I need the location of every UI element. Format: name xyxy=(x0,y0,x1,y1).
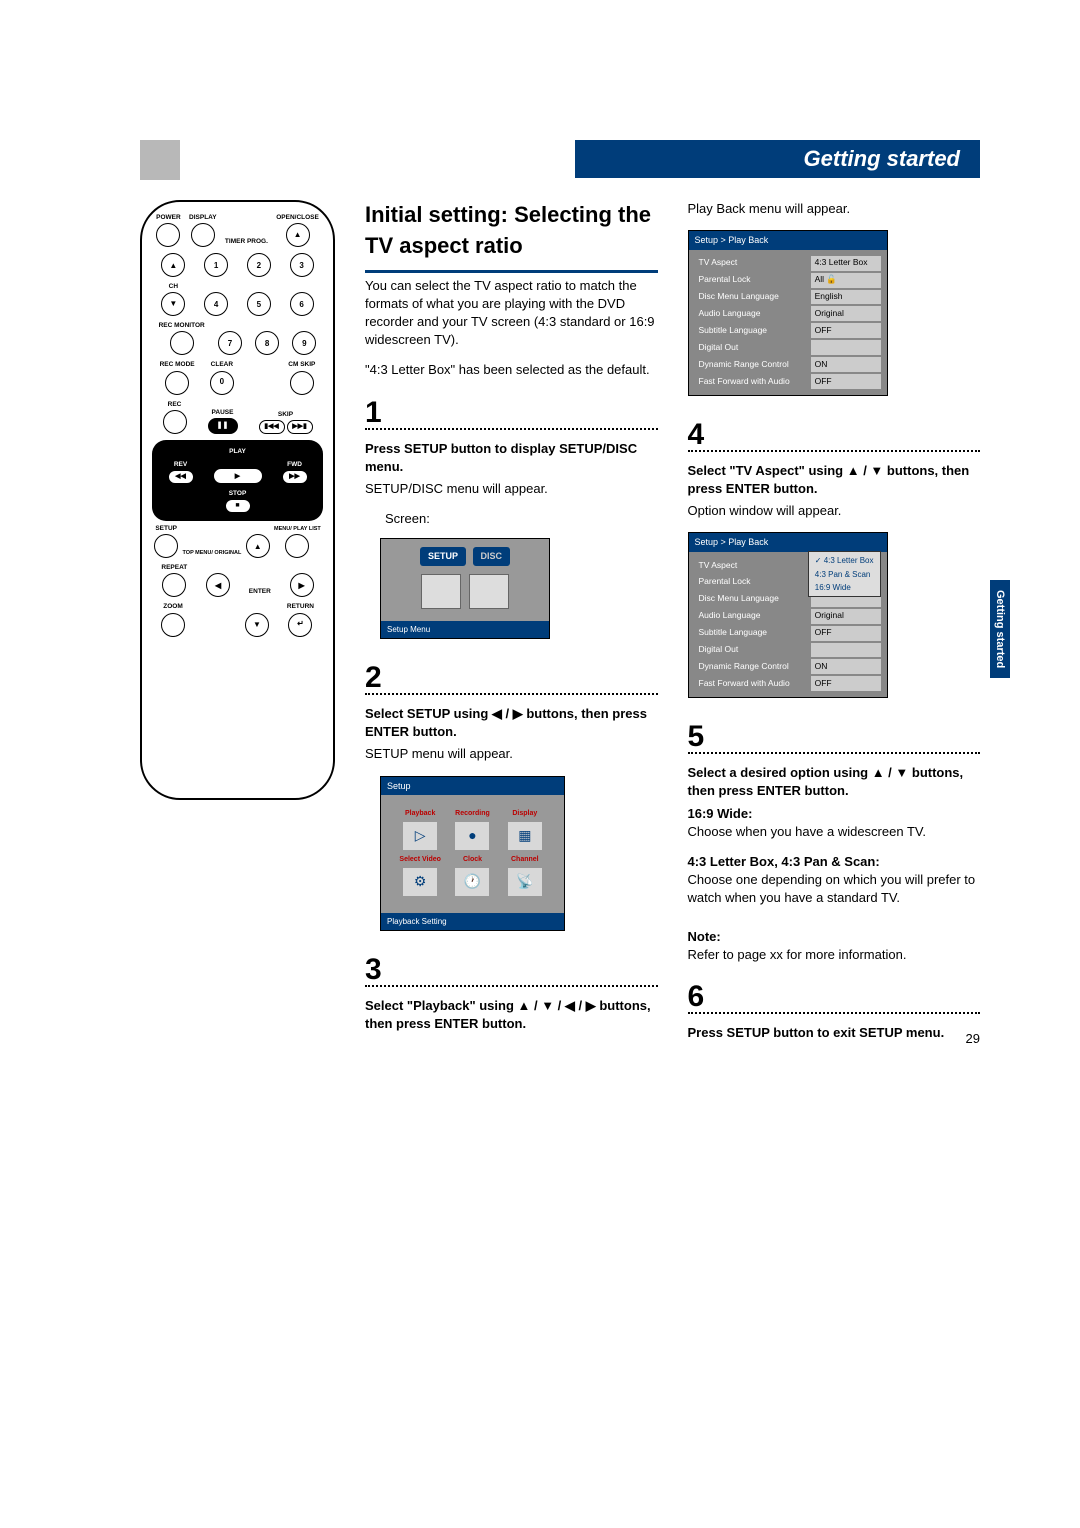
intro-default: "4:3 Letter Box" has been selected as th… xyxy=(365,361,658,379)
step-1-body: SETUP/DISC menu will appear. xyxy=(365,480,658,498)
step-1-head: Press SETUP button to display SETUP/DISC… xyxy=(365,440,658,476)
section-header: Getting started xyxy=(575,140,980,178)
option-43-body: Choose one depending on which you will p… xyxy=(688,872,976,905)
remote-control-diagram: POWER DISPLAY TIMER PROG. OPEN/CLOSE▲ ▲ … xyxy=(140,200,335,800)
option-169-head: 16:9 Wide: xyxy=(688,806,753,821)
option-43-head: 4:3 Letter Box, 4:3 Pan & Scan: xyxy=(688,854,880,869)
setup-disc-screenshot: SETUP DISC Setup Menu xyxy=(380,538,550,639)
step-4-body: Option window will appear. xyxy=(688,502,981,520)
note-head: Note: xyxy=(688,929,721,944)
step-5-head: Select a desired option using ▲ / ▼ butt… xyxy=(688,764,981,800)
playback-menu-screenshot: Setup > Play Back TV Aspect4:3 Letter Bo… xyxy=(688,230,888,396)
option-169-body: Choose when you have a widescreen TV. xyxy=(688,824,927,839)
tv-aspect-option-screenshot: Setup > Play Back TV AspectParental Lock… xyxy=(688,532,888,698)
step-6-head: Press SETUP button to exit SETUP menu. xyxy=(688,1024,981,1042)
step-2-body: SETUP menu will appear. xyxy=(365,745,658,763)
side-tab: Getting started xyxy=(990,580,1010,678)
step-4-head: Select "TV Aspect" using ▲ / ▼ buttons, … xyxy=(688,462,981,498)
page-number: 29 xyxy=(966,1031,980,1046)
setup-menu-screenshot: Setup Playback▷ Recording● Display▦ Sele… xyxy=(380,776,565,931)
page-title: Initial setting: Selecting the TV aspect… xyxy=(365,200,658,273)
note-body: Refer to page xx for more information. xyxy=(688,947,907,962)
decorative-gray-bar xyxy=(140,140,180,180)
col2-intro: Play Back menu will appear. xyxy=(688,200,981,218)
step-2-head: Select SETUP using ◀ / ▶ buttons, then p… xyxy=(365,705,658,741)
intro-text: You can select the TV aspect ratio to ma… xyxy=(365,277,658,350)
step-3-head: Select "Playback" using ▲ / ▼ / ◀ / ▶ bu… xyxy=(365,997,658,1033)
screen-label: Screen: xyxy=(365,510,658,528)
